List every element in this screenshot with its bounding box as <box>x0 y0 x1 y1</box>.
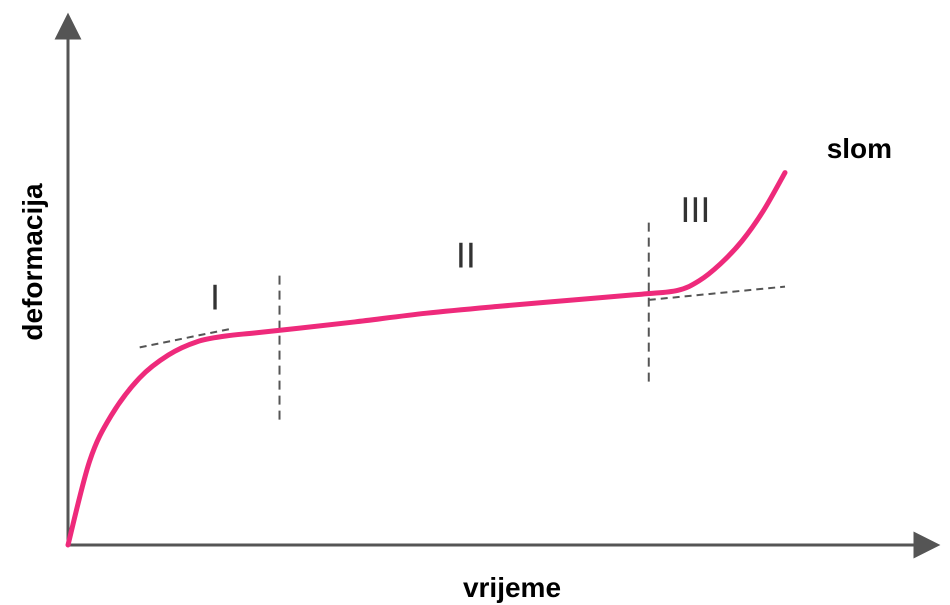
helper-lines <box>139 222 786 420</box>
tangent-line-2 <box>648 285 786 301</box>
region-label-III: III <box>680 191 710 231</box>
region-label-I: I <box>210 278 220 318</box>
y-axis-label: deformacija <box>17 183 48 341</box>
region-label-II: II <box>456 237 476 277</box>
tangent-line-1 <box>139 327 234 349</box>
x-axis-label: vrijeme <box>463 572 561 603</box>
slom-annotation: slom <box>827 133 892 164</box>
creep-curve <box>65 170 788 548</box>
